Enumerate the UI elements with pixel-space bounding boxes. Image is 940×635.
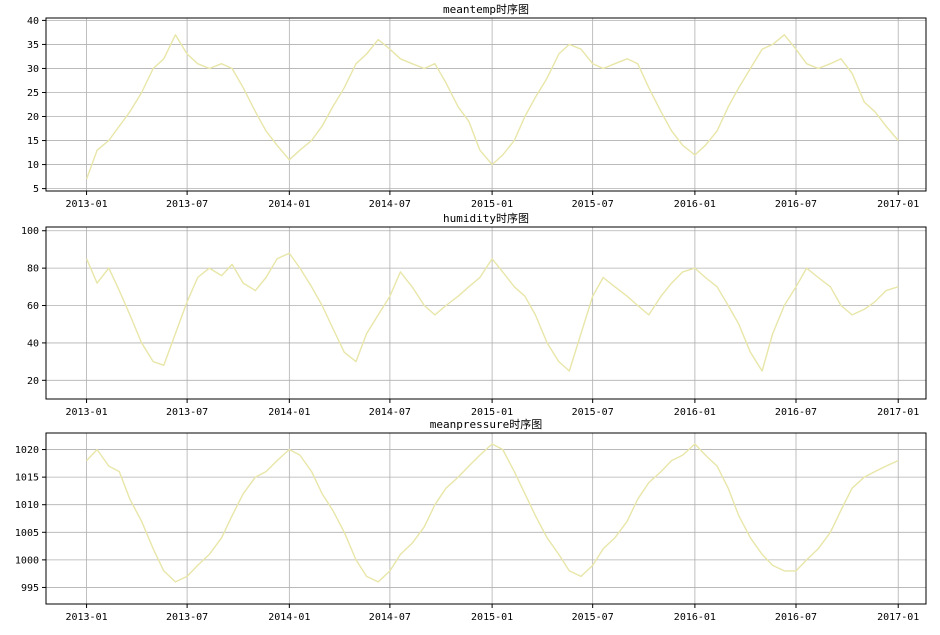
x-tick-label-2013-07: 2013-07: [166, 199, 208, 210]
x-tick-label-2014-07: 2014-07: [369, 199, 411, 210]
y-tick-label-30: 30: [27, 64, 39, 75]
x-tick-label-2017-01: 2017-01: [877, 199, 919, 210]
x-tick-label-2016-07: 2016-07: [775, 199, 817, 210]
y-tick-label-1015: 1015: [15, 473, 39, 484]
panel-meanpressure: 2013-01 2013-07 2014-01 2014-07 2015-01 2015-…: [15, 417, 927, 623]
panel-title: meantemp时序图: [443, 2, 529, 16]
panel-meantemp: 2013-01 2013-07 2014-01 2014-07 2015-01 2015-…: [27, 2, 927, 210]
x-tick-label-2014-01: 2014-01: [268, 407, 310, 418]
x-tick-label-2014-07: 2014-07: [369, 407, 411, 418]
x-tick-label-2014-01: 2014-01: [268, 612, 310, 623]
panel-humidity: 2013-01 2013-07 2014-01 2014-07 2015-01 2015-…: [21, 211, 927, 418]
x-tick-label-2017-01: 2017-01: [877, 612, 919, 623]
y-tick-label-1020: 1020: [15, 445, 39, 456]
x-tick-label-2015-07: 2015-07: [572, 199, 614, 210]
y-tick-label-35: 35: [27, 40, 39, 51]
panel-title: meanpressure时序图: [430, 417, 542, 431]
x-tick-label-2015-07: 2015-07: [572, 612, 614, 623]
y-tick-label-40: 40: [27, 16, 39, 27]
y-tick-label-1000: 1000: [15, 555, 39, 566]
x-tick-label-2015-01: 2015-01: [471, 612, 513, 623]
x-tick-label-2016-01: 2016-01: [674, 612, 716, 623]
y-tick-label-1010: 1010: [15, 500, 39, 511]
series-line-0: [85, 252, 899, 372]
panel-title: humidity时序图: [443, 211, 529, 225]
y-tick-label-60: 60: [27, 301, 39, 312]
x-tick-label-2016-07: 2016-07: [775, 612, 817, 623]
x-tick-label-2016-01: 2016-01: [674, 199, 716, 210]
x-tick-label-2017-01: 2017-01: [877, 407, 919, 418]
x-tick-label-2015-01: 2015-01: [471, 407, 513, 418]
axes-frame: [45, 432, 927, 605]
axes-frame: [45, 226, 927, 400]
x-tick-label-2013-01: 2013-01: [65, 407, 107, 418]
series-line-0: [86, 443, 899, 583]
y-tick-label-20: 20: [27, 112, 39, 123]
x-tick-label-2014-01: 2014-01: [268, 199, 310, 210]
x-tick-label-2013-01: 2013-01: [65, 199, 107, 210]
x-tick-label-2016-07: 2016-07: [775, 407, 817, 418]
x-tick-label-2013-07: 2013-07: [166, 407, 208, 418]
y-tick-label-80: 80: [27, 264, 39, 275]
x-tick-label-2015-07: 2015-07: [572, 407, 614, 418]
y-tick-label-100: 100: [21, 226, 39, 237]
y-tick-label-1005: 1005: [15, 528, 39, 539]
y-tick-label-15: 15: [27, 136, 39, 147]
x-tick-label-2015-01: 2015-01: [471, 199, 513, 210]
y-tick-label-25: 25: [27, 88, 39, 99]
x-tick-label-2013-07: 2013-07: [166, 612, 208, 623]
y-tick-label-995: 995: [21, 583, 39, 594]
y-tick-label-10: 10: [27, 160, 39, 171]
y-tick-label-5: 5: [33, 184, 39, 195]
x-tick-label-2014-07: 2014-07: [369, 612, 411, 623]
y-tick-label-20: 20: [27, 376, 39, 387]
axes-frame: [45, 17, 927, 192]
x-tick-label-2013-01: 2013-01: [65, 612, 107, 623]
x-tick-label-2016-01: 2016-01: [674, 407, 716, 418]
series-line-0: [85, 34, 899, 180]
y-tick-label-40: 40: [27, 338, 39, 349]
